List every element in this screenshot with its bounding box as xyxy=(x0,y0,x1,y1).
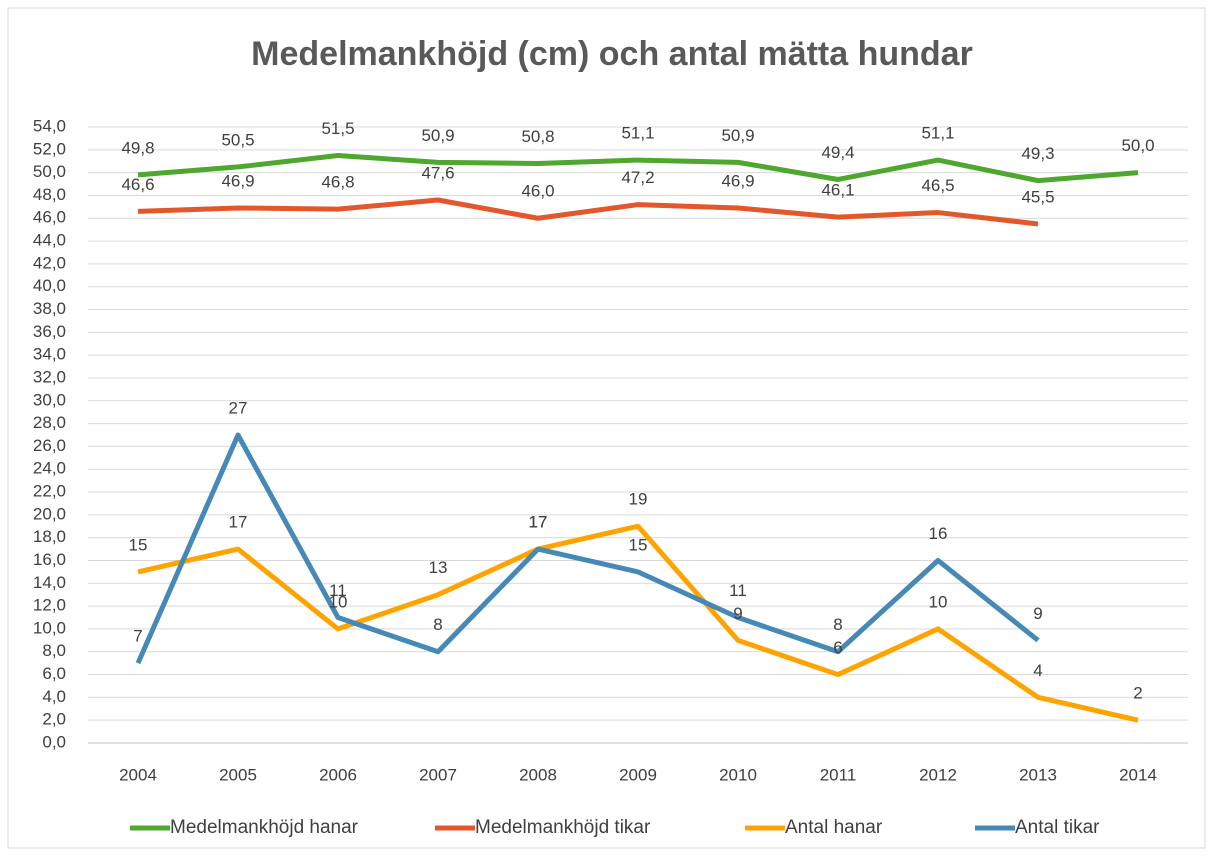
data-label: 15 xyxy=(629,535,648,554)
legend-label: Antal tikar xyxy=(1015,817,1100,838)
data-label: 11 xyxy=(729,581,747,600)
data-label: 27 xyxy=(229,398,248,417)
y-tick-label: 38,0 xyxy=(33,299,66,318)
x-tick-label: 2007 xyxy=(419,765,457,784)
y-tick-label: 18,0 xyxy=(33,527,66,546)
data-label: 17 xyxy=(529,513,548,532)
data-label: 13 xyxy=(429,558,448,577)
data-label: 50,9 xyxy=(421,126,454,145)
x-tick-label: 2004 xyxy=(119,765,157,784)
data-label: 46,0 xyxy=(521,182,554,201)
data-label: 46,9 xyxy=(221,171,254,190)
data-label: 47,6 xyxy=(421,163,454,182)
x-tick-label: 2008 xyxy=(519,765,557,784)
y-tick-label: 28,0 xyxy=(33,413,66,432)
data-label: 2 xyxy=(1133,684,1142,703)
x-tick-label: 2009 xyxy=(619,765,657,784)
y-tick-label: 16,0 xyxy=(33,550,66,569)
y-tick-label: 30,0 xyxy=(33,390,66,409)
data-label: 16 xyxy=(929,524,948,543)
y-tick-label: 4,0 xyxy=(42,687,66,706)
y-tick-label: 2,0 xyxy=(42,710,66,729)
y-tick-label: 52,0 xyxy=(33,139,66,158)
y-tick-label: 44,0 xyxy=(33,231,66,250)
data-label: 50,5 xyxy=(221,130,254,149)
y-tick-label: 32,0 xyxy=(33,367,66,386)
data-label: 49,4 xyxy=(821,143,854,162)
data-label: 15 xyxy=(129,535,148,554)
data-label: 17 xyxy=(229,513,248,532)
x-tick-label: 2013 xyxy=(1019,765,1057,784)
data-label: 50,8 xyxy=(521,127,554,146)
legend-label: Medelmankhöjd hanar xyxy=(170,817,359,838)
data-label: 45,5 xyxy=(1021,187,1054,206)
legend-label: Medelmankhöjd tikar xyxy=(475,817,651,838)
data-label: 51,1 xyxy=(621,124,654,143)
data-label: 46,5 xyxy=(921,176,954,195)
data-label: 46,1 xyxy=(821,181,854,200)
data-label: 46,6 xyxy=(121,175,154,194)
y-tick-label: 34,0 xyxy=(33,345,66,364)
y-tick-label: 10,0 xyxy=(33,618,66,637)
data-label: 8 xyxy=(433,615,442,634)
x-tick-label: 2010 xyxy=(719,765,757,784)
y-tick-label: 42,0 xyxy=(33,253,66,272)
data-label: 10 xyxy=(929,592,948,611)
data-label: 49,3 xyxy=(1021,144,1054,163)
y-tick-label: 54,0 xyxy=(33,116,66,135)
data-label: 7 xyxy=(133,627,142,646)
y-tick-label: 46,0 xyxy=(33,208,66,227)
data-label: 46,9 xyxy=(721,171,754,190)
y-tick-label: 26,0 xyxy=(33,436,66,455)
data-label: 51,5 xyxy=(321,119,354,138)
y-tick-label: 8,0 xyxy=(42,641,66,660)
data-label: 4 xyxy=(1033,661,1042,680)
y-tick-label: 6,0 xyxy=(42,664,66,683)
x-tick-label: 2006 xyxy=(319,765,357,784)
x-tick-label: 2012 xyxy=(919,765,957,784)
chart-frame xyxy=(8,8,1205,848)
x-tick-label: 2011 xyxy=(820,765,857,784)
data-label: 50,0 xyxy=(1121,136,1154,155)
data-label: 9 xyxy=(1033,604,1042,623)
y-tick-label: 12,0 xyxy=(33,596,66,615)
page: Medelmankhöjd (cm) och antal mätta hunda… xyxy=(0,0,1213,856)
data-label: 47,2 xyxy=(621,168,654,187)
chart-title: Medelmankhöjd (cm) och antal mätta hunda… xyxy=(251,35,973,73)
legend-label: Antal hanar xyxy=(785,817,883,838)
data-label: 9 xyxy=(733,604,742,623)
data-label: 8 xyxy=(833,615,842,634)
y-tick-label: 14,0 xyxy=(33,573,66,592)
data-label: 46,8 xyxy=(321,173,354,192)
data-label: 11 xyxy=(329,581,347,600)
data-label: 19 xyxy=(629,490,648,509)
y-tick-label: 20,0 xyxy=(33,504,66,523)
x-tick-label: 2014 xyxy=(1119,765,1157,784)
y-tick-label: 36,0 xyxy=(33,322,66,341)
data-label: 50,9 xyxy=(721,126,754,145)
y-tick-label: 22,0 xyxy=(33,482,66,501)
y-tick-label: 40,0 xyxy=(33,276,66,295)
y-tick-label: 50,0 xyxy=(33,162,66,181)
y-tick-label: 0,0 xyxy=(42,732,66,751)
chart: Medelmankhöjd (cm) och antal mätta hunda… xyxy=(0,0,1213,856)
data-label: 6 xyxy=(833,638,842,657)
y-tick-label: 48,0 xyxy=(33,185,66,204)
data-label: 49,8 xyxy=(121,138,154,157)
x-tick-label: 2005 xyxy=(219,765,257,784)
data-label: 51,1 xyxy=(921,124,954,143)
y-tick-label: 24,0 xyxy=(33,459,66,478)
